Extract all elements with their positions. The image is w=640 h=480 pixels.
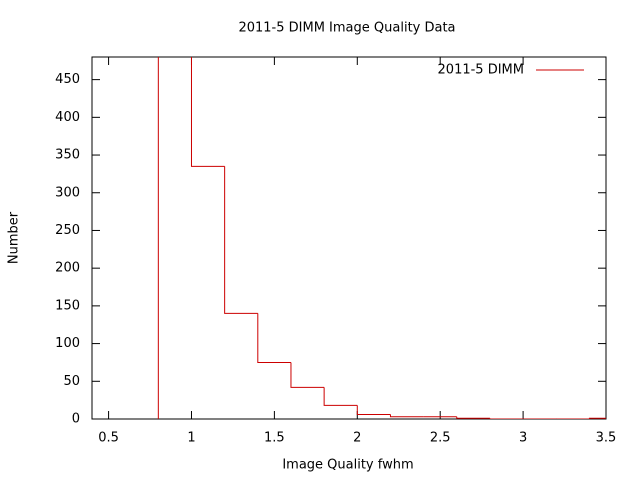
y-tick-label: 400 [55,110,80,125]
plot-area [157,57,606,419]
histogram-step [489,418,524,419]
histogram-step [356,405,391,415]
x-tick-label: 2 [353,431,361,446]
y-tick-label: 200 [55,261,80,276]
x-tick-label: 3 [519,431,527,446]
x-tick-label: 3.5 [596,431,617,446]
y-tick-label: 0 [72,412,80,427]
histogram-step [190,57,225,167]
x-tick-label: 1.5 [264,431,285,446]
y-tick-label: 150 [55,298,80,313]
y-tick-label: 50 [63,374,80,389]
histogram-step [456,416,490,419]
x-axis-label: Image Quality fwhm [282,458,413,473]
x-tick-label: 0.5 [98,431,119,446]
y-tick-label: 100 [55,336,80,351]
x-tick-label: 1 [187,431,195,446]
y-tick-label: 450 [55,72,80,87]
plot-frame [91,56,607,420]
y-tick-label: 350 [55,148,80,163]
chart-title: 2011-5 DIMM Image Quality Data [238,21,455,36]
legend-label: 2011-5 DIMM [438,63,524,78]
histogram-step [290,362,325,388]
y-axis-label: Number [7,211,22,264]
histogram-step [588,417,606,419]
histogram-step [157,57,159,419]
histogram-step [389,414,424,418]
histogram-step [257,313,291,363]
histogram-step [323,387,358,406]
x-tick-label: 2.5 [430,431,451,446]
y-tick-label: 250 [55,223,80,238]
y-tick-label: 300 [55,185,80,200]
histogram-step [224,166,258,314]
